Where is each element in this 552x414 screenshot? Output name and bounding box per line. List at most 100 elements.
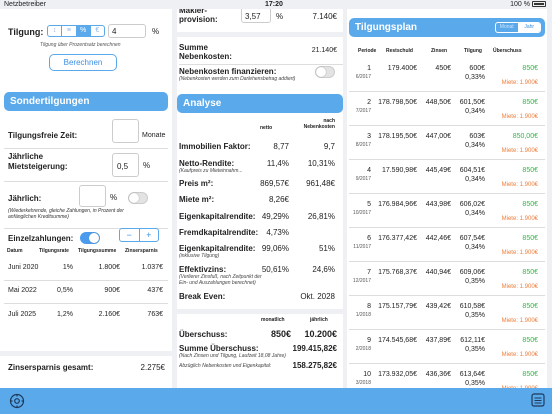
analyse-nach-eigenkapitalrendite: 26,81% xyxy=(307,212,335,221)
toggle-knob xyxy=(89,233,99,243)
row-datum: 10/2017 xyxy=(352,210,371,216)
row-miete: Miete: 1.900€ xyxy=(501,114,538,120)
row-datum: Juli 2025 xyxy=(8,311,37,318)
list-menu-icon[interactable] xyxy=(531,393,545,407)
analysis-column[interactable]: Makler- provision: 3,57 % 7.140€ Summe N… xyxy=(177,9,343,388)
row-tilgung: 607,54€ xyxy=(459,235,485,242)
segment-percent[interactable]: % xyxy=(76,26,91,36)
einzelzahlungen-stepper[interactable]: − + xyxy=(119,228,159,242)
mietsteigerung-input[interactable]: 0,5 xyxy=(112,153,139,177)
nebenkosten-finanzieren-hint: (Nebenkosten werden zum Darlehensbetrag … xyxy=(179,76,296,82)
segment-monat[interactable]: Monat xyxy=(496,23,519,32)
analyse-netto-eigenkapitalrendite-tilgung: 99,06% xyxy=(261,244,289,253)
row-datum: 8/2017 xyxy=(355,142,371,148)
col-tilgungssumme: Tilgungssumme xyxy=(78,248,117,254)
row-restschuld: 175.768,37€ xyxy=(378,269,417,276)
analyse-nach-eigenkapitalrendite-tilgung: 51% xyxy=(318,244,335,253)
row-restschuld: 176.377,42€ xyxy=(378,235,417,242)
segment-jahr[interactable]: Jahr xyxy=(518,23,540,32)
row-tilgung: 601,50€ xyxy=(459,99,485,106)
clock-label: 17:20 xyxy=(265,1,283,8)
jaehrlich-input[interactable] xyxy=(79,185,106,207)
zinsersparnis-gesamt-value: 2.275€ xyxy=(140,363,165,372)
divider xyxy=(349,159,545,160)
makler-input[interactable]: 3,57 xyxy=(241,9,271,23)
jaehrlich-label: Jährlich: xyxy=(8,194,42,203)
divider xyxy=(4,303,168,304)
break-even-value: Okt. 2028 xyxy=(300,292,335,301)
settings-gear-icon[interactable] xyxy=(9,393,25,409)
row-periode: 10 xyxy=(363,371,371,378)
row-tilgungsrate: 1,2% xyxy=(57,311,73,318)
row-periode: 1 xyxy=(367,65,371,72)
summe-nebenkosten-label: Summe Nebenkosten: xyxy=(179,43,232,61)
analyse-netto-effektivzins: 50,61% xyxy=(261,265,289,274)
divider xyxy=(4,148,168,149)
row-tilgung-prozent: 0,35% xyxy=(465,380,485,387)
nebenkosten-finanzieren-toggle[interactable] xyxy=(315,66,335,78)
row-tilgung: 609,06€ xyxy=(459,269,485,276)
sondertilgungen-header: Sondertilgungen xyxy=(4,92,168,111)
row-ueberschuss: 850€ xyxy=(522,269,538,276)
ueberschuss-monatlich: 850€ xyxy=(270,329,291,339)
col-tilgung: Tilgung xyxy=(464,48,482,54)
tilgung-input[interactable]: 4 xyxy=(108,24,146,38)
settings-column[interactable]: Tilgung: ↕ ≡ % € 4 % Tilgung über Prozen… xyxy=(0,9,172,388)
stepper-plus-button[interactable]: + xyxy=(146,230,152,240)
section-gap xyxy=(177,309,343,314)
row-ueberschuss: 850€ xyxy=(522,167,538,174)
einzelzahlungen-toggle[interactable] xyxy=(80,232,100,244)
row-restschuld: 178.195,50€ xyxy=(378,133,417,140)
summe-ueberschuss-value: 199.415,82€ xyxy=(292,344,338,353)
divider xyxy=(349,295,545,296)
row-periode: 4 xyxy=(367,167,371,174)
period-segmented[interactable]: Monat Jahr xyxy=(495,22,541,33)
toggle-knob xyxy=(316,67,326,77)
row-datum: 6/2017 xyxy=(355,74,371,80)
jaehrlich-toggle[interactable] xyxy=(128,192,148,204)
bottom-toolbar xyxy=(0,388,552,414)
analyse-netto-fremdkapitalrendite: 4,73% xyxy=(266,228,289,237)
analyse-netto-miete-m2: 8,26€ xyxy=(268,195,289,204)
row-miete: Miete: 1.900€ xyxy=(467,386,538,388)
stepper-minus-button[interactable]: − xyxy=(120,229,140,241)
row-periode: 8 xyxy=(367,303,371,310)
divider xyxy=(349,91,545,92)
segment-euro[interactable]: € xyxy=(95,27,100,34)
row-ueberschuss: 850€ xyxy=(522,303,538,310)
tilgungsfreie-zeit-label: Tilgungsfreie Zeit: xyxy=(8,131,78,140)
row-datum: 7/2017 xyxy=(355,108,371,114)
row-ueberschuss: 850€ xyxy=(522,371,538,378)
row-miete: Miete: 1.900€ xyxy=(501,80,538,86)
battery-indicator: 100 % xyxy=(510,1,546,8)
section-gap xyxy=(177,32,343,37)
row-tilgung: 604,51€ xyxy=(459,167,485,174)
row-tilgung-prozent: 0,34% xyxy=(465,108,485,115)
row-periode: 6 xyxy=(367,235,371,242)
row-tilgung: 610,58€ xyxy=(459,303,485,310)
tilgungsfreie-zeit-input[interactable] xyxy=(112,119,139,143)
segment-equal[interactable]: ≡ xyxy=(62,26,77,36)
row-tilgung: 612,11€ xyxy=(460,337,485,344)
status-bar: Netzbetreiber 17:20 100 % xyxy=(0,0,552,9)
abzueglich-label: Abzüglich Nebenkosten und Eigenkapital: xyxy=(179,363,272,369)
col-tilgungsrate: Tilgungsrate xyxy=(39,248,69,254)
segment-arrows[interactable]: ↕ xyxy=(48,26,63,36)
analyse-label-eigenkapitalrendite: Eigenkapitalrendite: xyxy=(179,212,256,221)
tilgung-hint: Tilgung über Prozentsatz berechnen xyxy=(40,42,121,48)
analyse-header: Analyse xyxy=(177,94,343,113)
row-datum: 12/2017 xyxy=(352,278,371,284)
row-restschuld: 173.932,05€ xyxy=(378,371,417,378)
row-datum: 2/2018 xyxy=(355,346,371,352)
list-menu-icon-svg xyxy=(531,393,545,407)
tilgung-mode-segmented[interactable]: ↕ ≡ % € xyxy=(47,25,105,37)
row-datum: 1/2018 xyxy=(355,312,371,318)
tilgung-unit: % xyxy=(152,27,160,36)
divider xyxy=(4,228,168,229)
berechnen-button[interactable]: Berechnen xyxy=(49,54,117,71)
row-tilgung-prozent: 0,33% xyxy=(465,74,485,81)
tilgungsplan-column[interactable]: Tilgungsplan Monat Jahr Periode Restschu… xyxy=(347,9,547,388)
abzueglich-value: 158.275,82€ xyxy=(292,361,338,370)
row-datum: 9/2017 xyxy=(355,176,371,182)
row-zinsersparnis: 1.037€ xyxy=(141,264,163,271)
